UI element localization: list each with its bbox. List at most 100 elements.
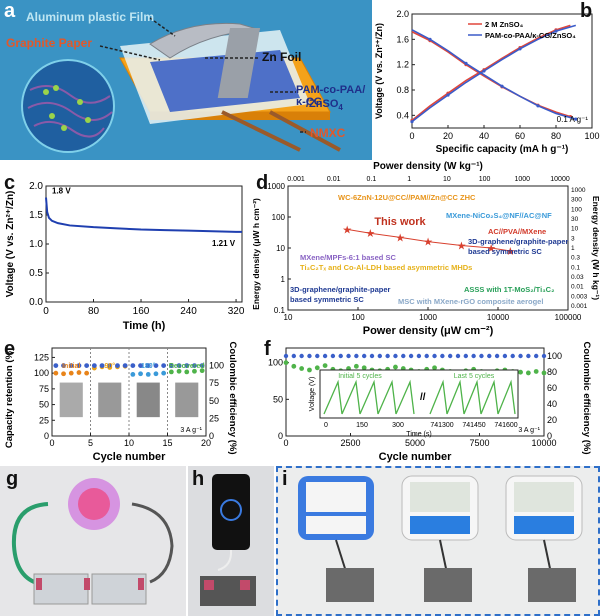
efficiency-point: [338, 353, 343, 359]
inset-frame: [319, 369, 519, 419]
electrolyte-label-1: PAM-co-PAA/κ-CG: [296, 84, 366, 108]
efficiency-point: [138, 363, 143, 368]
efficiency-point: [330, 353, 336, 359]
x-tick-label: 160: [133, 306, 150, 317]
right-tick-label: 0.003: [571, 293, 588, 300]
efficiency-point: [487, 353, 492, 359]
efficiency-point: [168, 363, 174, 368]
right-tick-label: 75: [209, 378, 219, 388]
inset-tick-label: 0: [324, 422, 328, 429]
top-tick-label: 10: [443, 176, 451, 183]
capacity-point: [432, 365, 437, 371]
panel-e: 0 5 10 15 20 0 25 50 75 100 125 0 25 50 75 100 Cycle num…: [0, 340, 262, 464]
data-point: [446, 93, 450, 97]
this-work-star: ★: [423, 237, 433, 249]
panel-label-e: e: [4, 340, 16, 360]
data-point: [554, 29, 558, 33]
x-tick-label: 100000: [555, 313, 582, 322]
y-tick-label: 0.8: [396, 85, 409, 95]
y-tick-label: 10: [276, 244, 285, 253]
y-tick-label: 0: [278, 431, 283, 441]
capacity-point: [283, 360, 289, 366]
y-tick-label: 100: [272, 213, 286, 222]
y-tick-label: 1.6: [396, 34, 409, 44]
efficiency-point: [107, 363, 113, 368]
capacity-point: [68, 370, 74, 376]
y-tick-label: 2.0: [396, 9, 409, 19]
y-axis-label: Energy density (μW h cm⁻²): [251, 198, 261, 310]
inset-tick-label: 741300: [430, 422, 453, 429]
top-tick-label: 1: [407, 176, 411, 183]
segment-label: Initial: [62, 363, 80, 370]
x-tick-label: 20: [201, 438, 211, 448]
reference-label: Ti₃C₂Tₓ and Co-Al-LDH based asymmetric M…: [300, 263, 472, 272]
reference-label: based symmetric SC: [468, 247, 542, 256]
segment-label: 180°: [141, 362, 156, 370]
x-tick-label: 2500: [340, 438, 360, 448]
discharge-curve: [411, 29, 577, 120]
capacity-point: [168, 369, 174, 375]
capacity-point: [138, 371, 143, 377]
efficiency-point: [99, 363, 105, 368]
right-axis-label: Energy density (W h kg⁻¹): [591, 196, 600, 300]
x-tick-label: 240: [180, 306, 197, 317]
legend-entry: 2 M ZnSO₄: [485, 20, 524, 29]
inset-left-label: Initial 5 cycles: [338, 373, 382, 380]
end-voltage-label: 1.21 V: [212, 239, 236, 248]
x-axis-label: Cycle number: [93, 451, 166, 463]
y-tick-label: 2.0: [29, 181, 43, 192]
x-tick-label: 80: [88, 306, 100, 317]
efficiency-point: [153, 363, 159, 368]
efficiency-point: [471, 353, 476, 359]
panel-b: 0 20 40 60 80 100 0.4 0.8 1.2 1.6 2.0 Specific capa…: [372, 0, 600, 160]
right-tick-label: 3: [571, 235, 575, 242]
panel-a: a Aluminum plastic Film Graphite Paper Z…: [0, 0, 372, 160]
this-work-star: ★: [486, 243, 496, 255]
data-point: [482, 69, 486, 73]
this-work-label: This work: [374, 216, 426, 228]
inset-right-label: Last 5 cycles: [454, 373, 495, 380]
device-photo-thumb: [136, 382, 160, 418]
capacity-point: [541, 370, 547, 376]
efficiency-point: [346, 353, 351, 359]
photo-h: h: [188, 466, 274, 616]
timer-1: [298, 476, 374, 602]
capacity-point: [145, 372, 151, 377]
panel-label-h: h: [192, 468, 205, 490]
right-tick-label: 0.03: [571, 274, 584, 281]
efficiency-point: [322, 353, 328, 359]
right-tick-label: 100: [547, 351, 562, 361]
device-schematic: [0, 0, 372, 160]
y-tick-label: 50: [273, 394, 283, 404]
efficiency-point: [408, 353, 414, 359]
efficiency-point: [447, 353, 453, 359]
capacity-point: [353, 363, 359, 369]
efficiency-point: [145, 363, 151, 368]
efficiency-point: [76, 363, 82, 368]
right-tick-label: 0: [209, 431, 214, 441]
device-photo-thumb: [175, 382, 199, 418]
efficiency-point: [199, 363, 205, 368]
capacity-point: [53, 370, 59, 376]
efficiency-point: [161, 363, 167, 368]
segment-label: 90°: [104, 362, 115, 370]
data-point: [536, 104, 540, 108]
y-tick-label: 1000: [267, 182, 285, 191]
x-axis-label: Cycle number: [379, 451, 452, 463]
capacity-point: [307, 367, 312, 373]
capacity-point: [393, 364, 398, 370]
top-tick-label: 1000: [514, 176, 530, 183]
aluminum-film-label: Aluminum plastic Film: [26, 10, 155, 24]
top-tick-label: 100: [479, 176, 491, 183]
axis-break: //: [420, 392, 426, 403]
y-tick-label: 1.2: [396, 60, 409, 70]
rate-label: 3 A g⁻¹: [518, 427, 540, 434]
capacity-point: [176, 368, 182, 374]
panel-label-f: f: [264, 340, 271, 360]
capacity-point: [314, 365, 320, 371]
capacity-point: [518, 369, 523, 375]
efficiency-point: [502, 353, 508, 359]
panel-label-d: d: [256, 172, 269, 194]
efficiency-point: [463, 353, 469, 359]
reference-label: MXene-NiCo₂S₄@NF//AC@NF: [446, 211, 552, 220]
